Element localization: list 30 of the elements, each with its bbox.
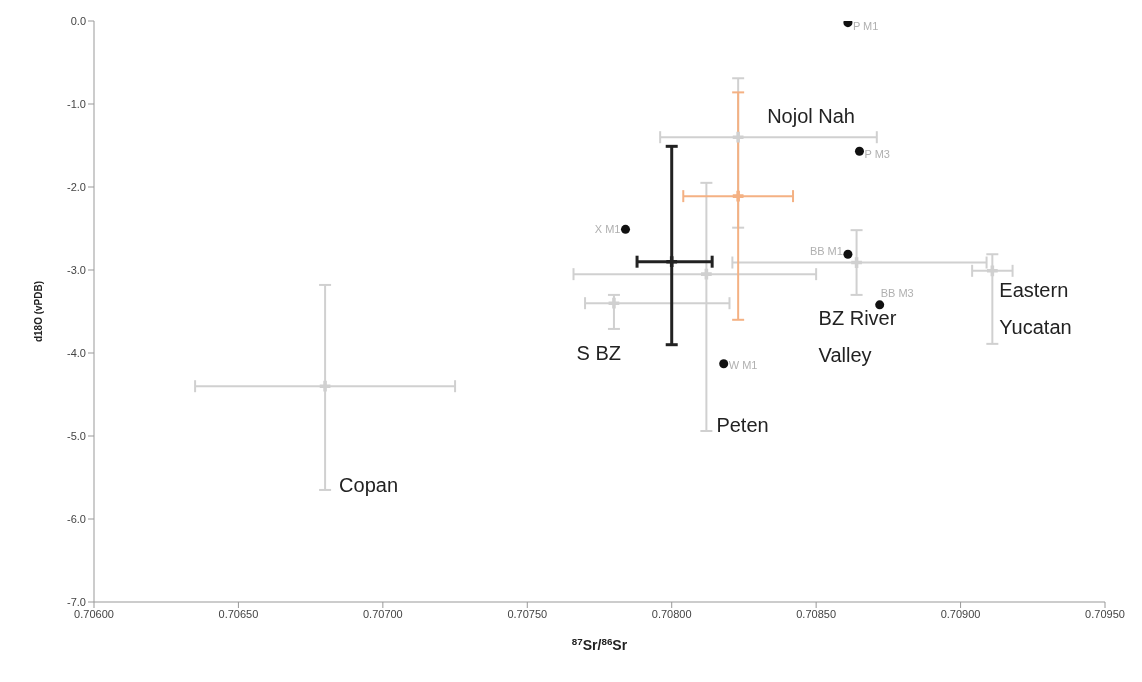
annotation: Eastern Yucatan <box>999 278 1072 338</box>
y-axis-title: d18O (vPDB) <box>33 280 44 343</box>
y-tick-label: -5.0 <box>67 429 86 442</box>
x-tick-label: 0.70900 <box>940 607 981 620</box>
x-axis-title: $^{87}$Sr/$^{86}$Sr <box>571 635 628 653</box>
annotation: BZ River Valley <box>818 306 897 366</box>
annotation: Copan <box>339 473 399 496</box>
y-tick-label: -2.0 <box>67 180 86 193</box>
annotation: Peten <box>716 414 769 437</box>
x-tick-label: 0.70950 <box>1085 607 1125 620</box>
y-tick-label: 0.0 <box>70 14 86 27</box>
x-tick-label: 0.70700 <box>362 607 403 620</box>
x-tick-label: 0.70600 <box>74 607 114 620</box>
annotation: BB M3 <box>880 286 914 299</box>
annotation: X M1 <box>594 223 621 236</box>
annotation: P M3 <box>864 148 890 161</box>
x-tick-label: 0.70750 <box>507 607 548 620</box>
annotation: S BZ <box>576 342 621 365</box>
annotation: Nojol Nah <box>767 105 855 128</box>
annotation: P M1 <box>852 19 879 32</box>
y-tick-label: -7.0 <box>67 595 86 608</box>
y-tick-label: -1.0 <box>67 97 86 110</box>
y-tick-label: -6.0 <box>67 512 86 525</box>
annotation: BB M1 <box>809 245 843 258</box>
annotation: W M1 <box>728 358 758 371</box>
y-tick-label: -4.0 <box>67 346 86 359</box>
x-tick-label: 0.70850 <box>796 607 837 620</box>
x-tick-label: 0.70800 <box>651 607 692 620</box>
x-tick-label: 0.70650 <box>218 607 259 620</box>
y-tick-label: -3.0 <box>67 263 86 276</box>
